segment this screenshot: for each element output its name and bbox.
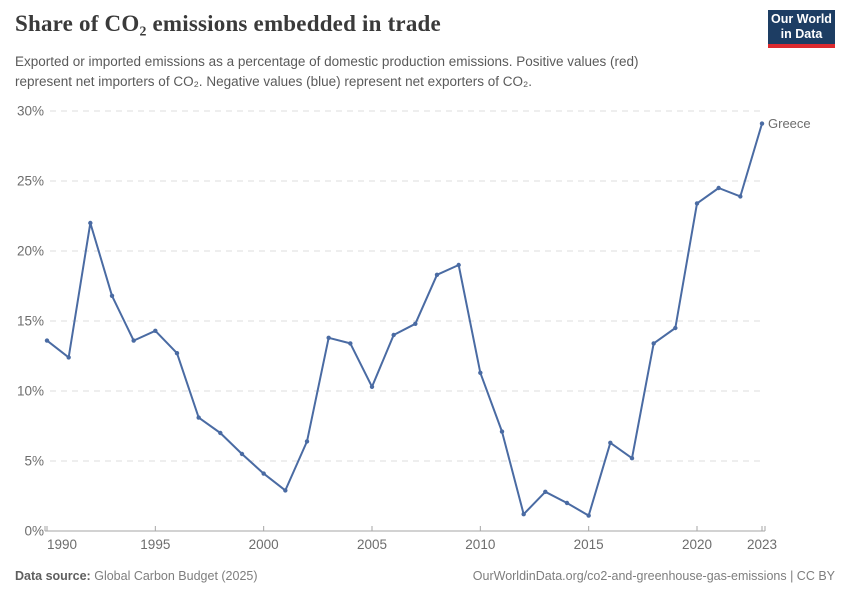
- attribution-link[interactable]: OurWorldinData.org/co2-and-greenhouse-ga…: [472, 569, 835, 583]
- logo-line1: Our World: [771, 12, 832, 26]
- data-point-2000[interactable]: [261, 471, 266, 476]
- x-axis-label-2020: 2020: [682, 537, 712, 552]
- chart-footer: Data source: Global Carbon Budget (2025)…: [15, 569, 835, 583]
- data-point-2015[interactable]: [586, 513, 591, 518]
- data-point-2004[interactable]: [348, 341, 353, 346]
- y-axis-label-0: 0%: [24, 524, 44, 539]
- data-point-2020[interactable]: [694, 201, 700, 206]
- data-point-1991[interactable]: [66, 355, 71, 360]
- data-point-2007[interactable]: [413, 321, 418, 326]
- x-axis-label-2010: 2010: [465, 537, 495, 552]
- data-point-2019[interactable]: [673, 325, 678, 331]
- data-point-2010[interactable]: [478, 370, 483, 375]
- data-point-2006[interactable]: [391, 332, 396, 338]
- data-point-1999[interactable]: [239, 451, 245, 457]
- data-point-2003[interactable]: [326, 335, 331, 340]
- data-point-2018[interactable]: [651, 341, 656, 346]
- series-line-greece: [46, 122, 763, 517]
- data-point-1998[interactable]: [218, 430, 223, 436]
- data-point-1997[interactable]: [196, 415, 201, 420]
- y-axis-label-15: 15%: [17, 314, 44, 329]
- data-source: Data source: Global Carbon Budget (2025): [15, 569, 258, 583]
- subtitle-line-2: represent net importers of CO₂. Negative…: [15, 73, 532, 89]
- x-axis-label-2005: 2005: [357, 537, 387, 552]
- data-point-2001[interactable]: [283, 488, 288, 493]
- data-point-2008[interactable]: [434, 272, 440, 277]
- y-axis-label-25: 25%: [17, 174, 44, 189]
- y-axis-label-10: 10%: [17, 384, 44, 399]
- logo-line2: in Data: [780, 27, 823, 41]
- data-point-1992[interactable]: [88, 220, 93, 226]
- data-point-2021[interactable]: [716, 185, 721, 191]
- source-value: Global Carbon Budget (2025): [94, 569, 258, 583]
- data-point-2005[interactable]: [369, 384, 375, 389]
- data-point-2013[interactable]: [543, 489, 548, 494]
- data-point-2016[interactable]: [608, 440, 613, 445]
- data-point-1995[interactable]: [153, 328, 158, 333]
- y-axis-label-20: 20%: [17, 244, 44, 259]
- x-axis-label-2000: 2000: [249, 537, 279, 552]
- source-label: Data source:: [15, 569, 91, 583]
- data-point-1996[interactable]: [174, 351, 180, 356]
- data-point-1990[interactable]: [44, 338, 50, 343]
- data-point-2017[interactable]: [629, 456, 635, 461]
- x-axis-label-2015: 2015: [574, 537, 604, 552]
- page-title: Share of CO₂ emissions embedded in trade: [15, 11, 441, 36]
- x-axis-label-1995: 1995: [140, 537, 170, 552]
- data-point-2014[interactable]: [564, 500, 570, 506]
- data-point-2022[interactable]: [738, 194, 743, 199]
- x-axis-label-2023: 2023: [747, 537, 777, 552]
- owid-logo[interactable]: Our World in Data: [768, 10, 835, 48]
- y-axis-label-30: 30%: [17, 104, 44, 119]
- chart-subtitle: Exported or imported emissions as a perc…: [15, 52, 639, 91]
- data-point-2011[interactable]: [499, 429, 505, 434]
- data-point-2012[interactable]: [521, 512, 526, 517]
- data-point-2023[interactable]: [759, 121, 765, 126]
- data-point-1994[interactable]: [131, 338, 136, 343]
- data-point-1993[interactable]: [109, 293, 115, 298]
- y-axis-label-5: 5%: [24, 454, 44, 469]
- data-point-2002[interactable]: [304, 439, 310, 444]
- data-point-2009[interactable]: [456, 262, 461, 268]
- entity-label-greece[interactable]: Greece: [768, 116, 811, 131]
- x-axis-label-1990: 1990: [47, 537, 77, 552]
- subtitle-line-1: Exported or imported emissions as a perc…: [15, 54, 639, 69]
